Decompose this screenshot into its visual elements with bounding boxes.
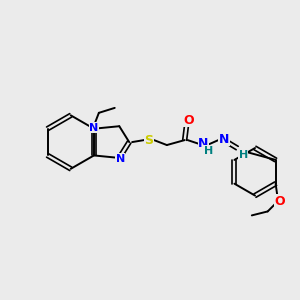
Text: N: N <box>198 136 209 150</box>
Text: S: S <box>145 134 154 147</box>
Text: N: N <box>89 123 98 133</box>
Text: O: O <box>183 114 194 127</box>
Text: N: N <box>219 133 230 146</box>
Text: H: H <box>238 150 248 160</box>
Text: H: H <box>204 146 213 156</box>
Text: O: O <box>274 195 285 208</box>
Text: N: N <box>116 154 125 164</box>
